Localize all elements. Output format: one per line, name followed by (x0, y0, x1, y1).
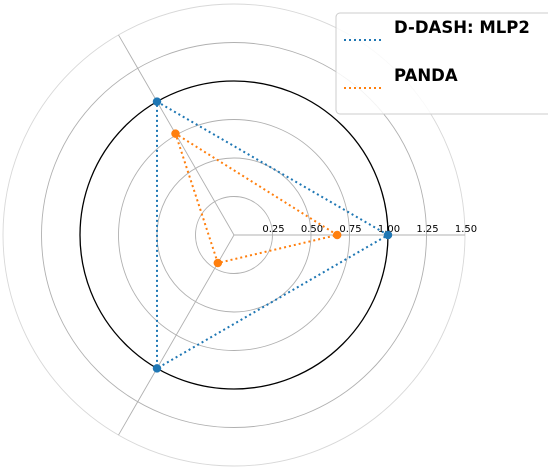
radial-tick-label: 0.50 (301, 224, 323, 235)
series-point-1 (332, 230, 342, 240)
series-point-1 (213, 258, 223, 268)
radial-tick-label: 1.00 (378, 224, 400, 235)
legend-frame (335, 12, 548, 115)
series-layer (152, 97, 393, 373)
series-line-0 (156, 99, 390, 371)
radial-tick-label: 1.50 (455, 224, 477, 235)
legend-label-1: PANDA (394, 66, 458, 85)
spoke-line (118, 234, 235, 436)
radial-tick-label: 0.25 (262, 224, 284, 235)
tick-label-layer: 0.25 0.50 0.75 1.00 1.25 1.50 (262, 224, 477, 235)
series-point-0 (152, 364, 162, 373)
series-line-1 (173, 131, 340, 265)
radial-tick-label: 0.75 (339, 224, 361, 235)
series-point-0 (152, 97, 162, 106)
radial-tick-label: 1.25 (416, 224, 438, 235)
series-point-0 (383, 230, 393, 240)
legend-label-0: D-DASH: MLP2 (394, 18, 530, 37)
series-point-1 (171, 129, 180, 138)
legend: D-DASH: MLP2 PANDA (335, 12, 548, 115)
